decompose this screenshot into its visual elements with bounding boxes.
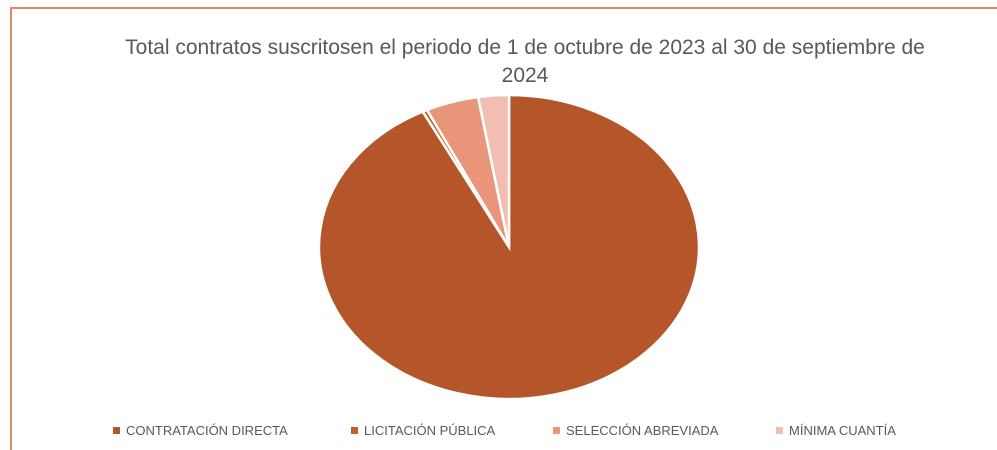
legend-swatch <box>351 427 358 434</box>
chart-title: Total contratos suscritosen el periodo d… <box>125 36 925 87</box>
legend-item: SELECCIÓN ABREVIADA <box>553 423 718 438</box>
legend-swatch <box>553 427 560 434</box>
legend-swatch <box>776 427 783 434</box>
legend-swatch <box>113 427 120 434</box>
frame <box>10 7 12 450</box>
pie-slice <box>476 93 511 248</box>
legend-item: LICITACIÓN PÚBLICA <box>351 423 495 438</box>
legend-label: LICITACIÓN PÚBLICA <box>364 423 496 438</box>
frame <box>10 7 997 9</box>
legend-item: CONTRATACIÓN DIRECTA <box>113 423 288 438</box>
legend-label: MÍNIMA CUANTÍA <box>789 423 896 438</box>
legend-label: CONTRATACIÓN DIRECTA <box>126 423 288 438</box>
legend-item: MÍNIMA CUANTÍA <box>776 423 896 438</box>
legend-label: SELECCIÓN ABREVIADA <box>566 423 719 438</box>
